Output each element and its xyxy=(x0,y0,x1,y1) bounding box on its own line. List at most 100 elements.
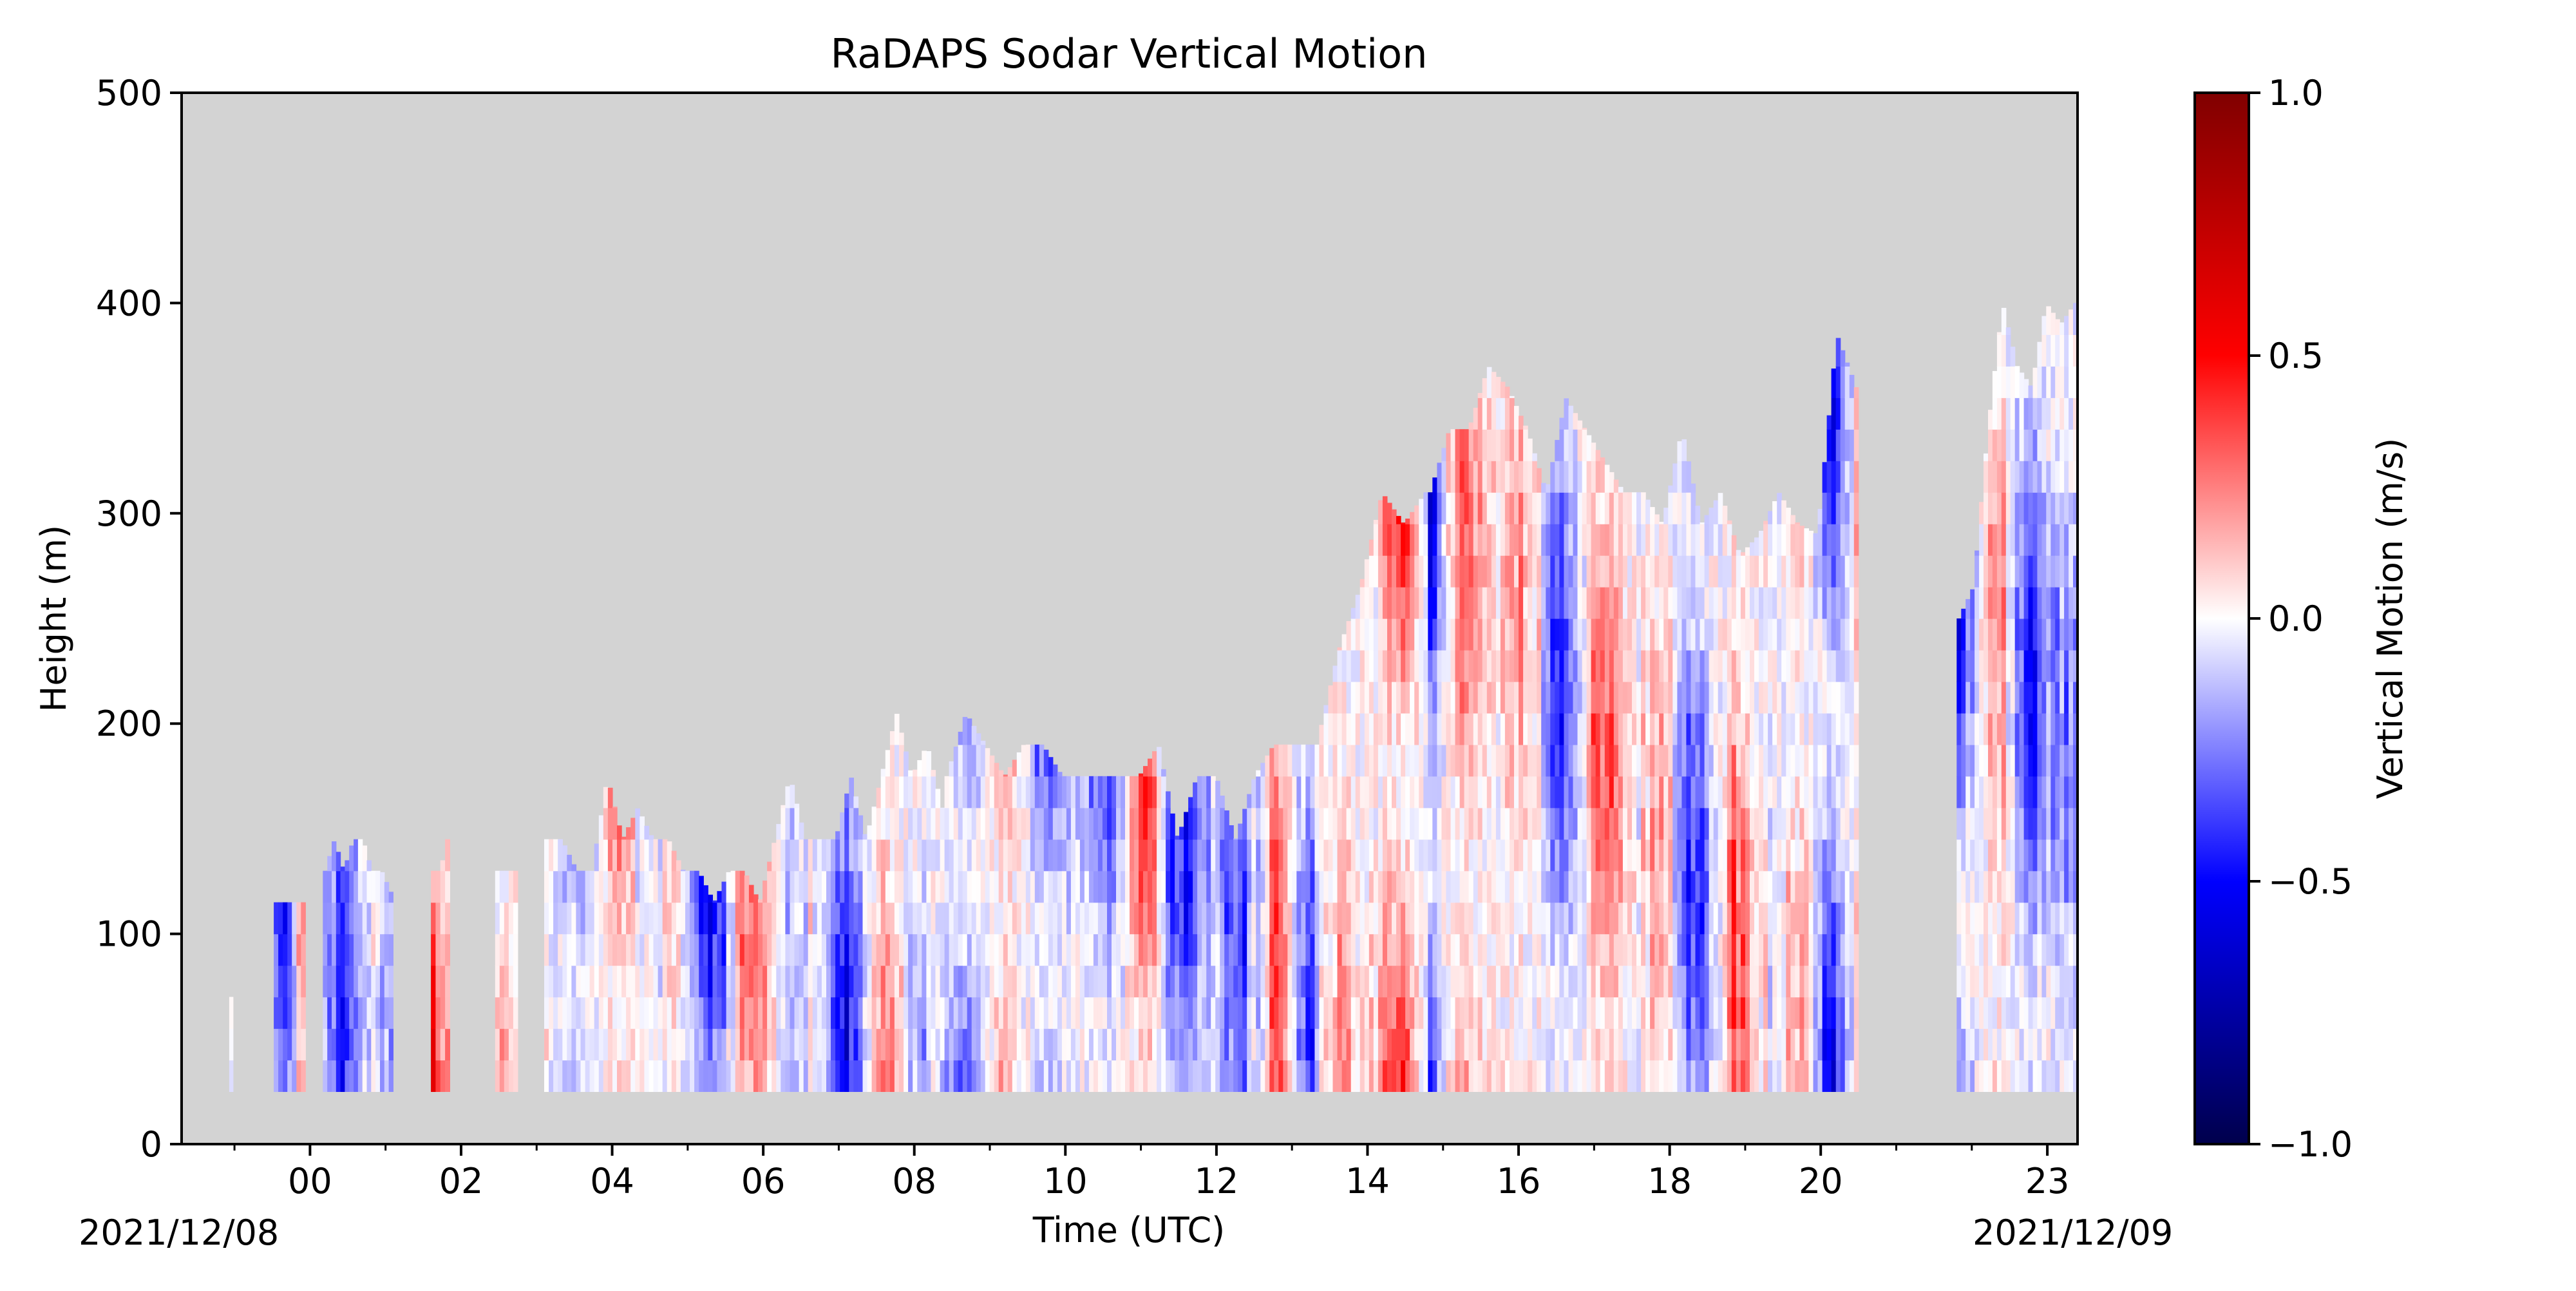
data-cell xyxy=(1636,997,1642,1029)
data-cell xyxy=(1727,1028,1732,1061)
data-cell xyxy=(940,965,945,998)
data-cell xyxy=(1242,1028,1247,1061)
data-cell xyxy=(1143,933,1148,966)
data-cell xyxy=(1278,933,1283,966)
data-cell xyxy=(790,807,795,840)
data-cell xyxy=(1251,902,1256,935)
data-cell xyxy=(958,965,963,998)
data-cell xyxy=(1350,681,1356,714)
data-cell xyxy=(1813,870,1819,903)
data-cell xyxy=(904,902,909,935)
data-cell xyxy=(940,997,945,1029)
data-cell xyxy=(1007,776,1013,808)
data-cell xyxy=(1695,965,1701,998)
data-cell xyxy=(1627,933,1633,966)
data-cell xyxy=(1564,712,1569,745)
data-cell xyxy=(1256,770,1261,777)
data-cell xyxy=(1537,776,1542,808)
data-cell xyxy=(1382,712,1388,745)
data-cell xyxy=(1604,555,1610,588)
data-cell xyxy=(1332,744,1338,777)
data-cell xyxy=(1618,965,1624,998)
data-cell xyxy=(639,839,645,872)
data-cell xyxy=(1265,965,1270,998)
data-cell xyxy=(1224,933,1229,966)
data-cell xyxy=(748,902,754,935)
data-cell xyxy=(1849,555,1855,588)
data-cell xyxy=(1622,587,1628,619)
data-cell xyxy=(1645,499,1651,524)
data-cell xyxy=(744,902,750,935)
data-cell xyxy=(1979,839,1984,872)
data-cell xyxy=(1148,902,1153,935)
data-cell xyxy=(1166,933,1171,966)
data-cell xyxy=(301,1028,306,1061)
data-cell xyxy=(1636,744,1642,777)
data-cell xyxy=(2010,650,2016,682)
data-cell xyxy=(1622,1060,1628,1092)
data-cell xyxy=(362,845,368,872)
data-cell xyxy=(721,965,727,998)
data-cell xyxy=(971,902,977,935)
data-cell xyxy=(2050,312,2056,335)
data-cell xyxy=(1437,463,1442,493)
data-cell xyxy=(1392,555,1397,588)
data-cell xyxy=(635,933,640,966)
data-cell xyxy=(935,870,941,903)
data-cell xyxy=(1007,839,1013,872)
data-cell xyxy=(935,997,941,1029)
data-cell xyxy=(549,997,554,1029)
data-cell xyxy=(1102,839,1108,872)
data-cell xyxy=(1681,744,1687,777)
data-cell xyxy=(1030,902,1036,935)
data-cell xyxy=(1373,839,1379,872)
data-cell xyxy=(1849,870,1855,903)
data-cell xyxy=(2001,744,2007,777)
data-cell xyxy=(962,902,968,935)
data-cell xyxy=(1382,1060,1388,1092)
data-cell xyxy=(1341,712,1347,745)
data-cell xyxy=(1450,1060,1456,1092)
data-cell xyxy=(2069,461,2074,493)
data-cell xyxy=(1745,1028,1750,1061)
data-cell xyxy=(1139,1060,1144,1092)
data-cell xyxy=(1514,555,1519,588)
data-cell xyxy=(1613,618,1619,651)
data-cell xyxy=(1822,524,1828,556)
data-cell xyxy=(935,789,941,808)
data-cell xyxy=(1650,870,1655,903)
data-cell xyxy=(944,933,950,966)
data-cell xyxy=(1030,776,1036,808)
data-cell xyxy=(1414,505,1419,524)
data-cell xyxy=(2005,933,2011,966)
data-cell xyxy=(1772,1060,1777,1092)
data-cell xyxy=(1152,776,1157,808)
data-cell xyxy=(817,933,822,966)
data-cell xyxy=(1296,776,1302,808)
data-cell xyxy=(1364,776,1370,808)
data-cell xyxy=(658,902,663,935)
data-cell xyxy=(1459,776,1465,808)
data-cell xyxy=(1690,587,1696,619)
data-cell xyxy=(1677,681,1682,714)
data-cell xyxy=(1048,870,1054,903)
data-cell xyxy=(1768,902,1773,935)
data-cell xyxy=(1437,712,1442,745)
data-cell xyxy=(1504,387,1510,398)
data-cell xyxy=(2050,397,2056,430)
data-cell xyxy=(1500,381,1506,398)
data-cell xyxy=(2032,776,2038,808)
data-cell xyxy=(562,933,567,966)
data-cell xyxy=(913,1060,918,1092)
data-cell xyxy=(1220,1060,1225,1092)
data-cell xyxy=(2005,429,2011,461)
data-cell xyxy=(371,870,376,903)
data-cell xyxy=(2023,461,2029,493)
data-cell xyxy=(817,870,822,903)
data-cell xyxy=(680,1028,686,1061)
data-cell xyxy=(980,1060,986,1092)
data-cell xyxy=(935,933,941,966)
data-cell xyxy=(580,1060,586,1092)
data-cell xyxy=(1346,681,1352,714)
data-cell xyxy=(1961,933,1966,966)
